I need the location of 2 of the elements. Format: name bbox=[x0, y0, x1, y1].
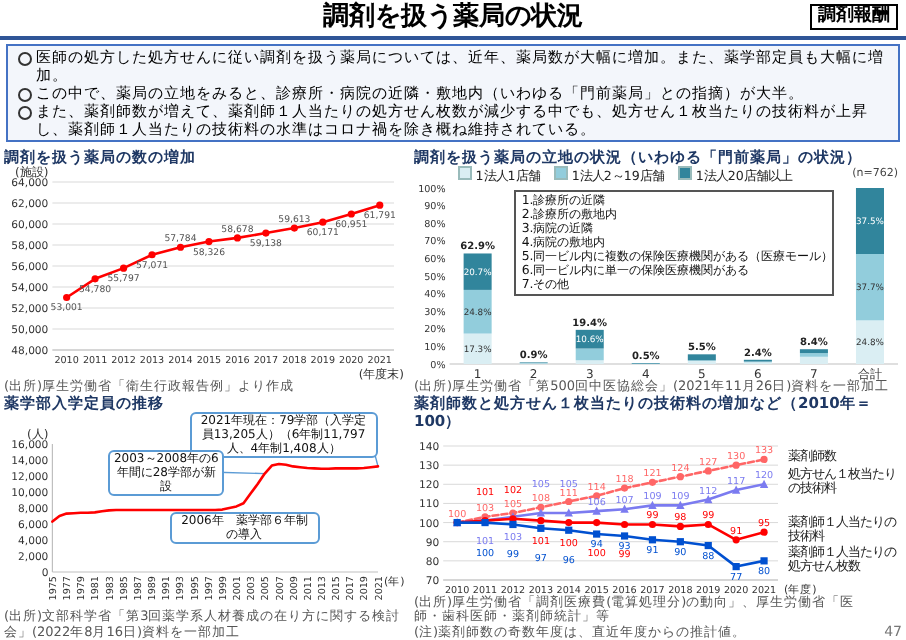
text: 調剤報酬 bbox=[810, 4, 898, 30]
text: 調剤を扱う薬局の状況 bbox=[323, 2, 583, 32]
